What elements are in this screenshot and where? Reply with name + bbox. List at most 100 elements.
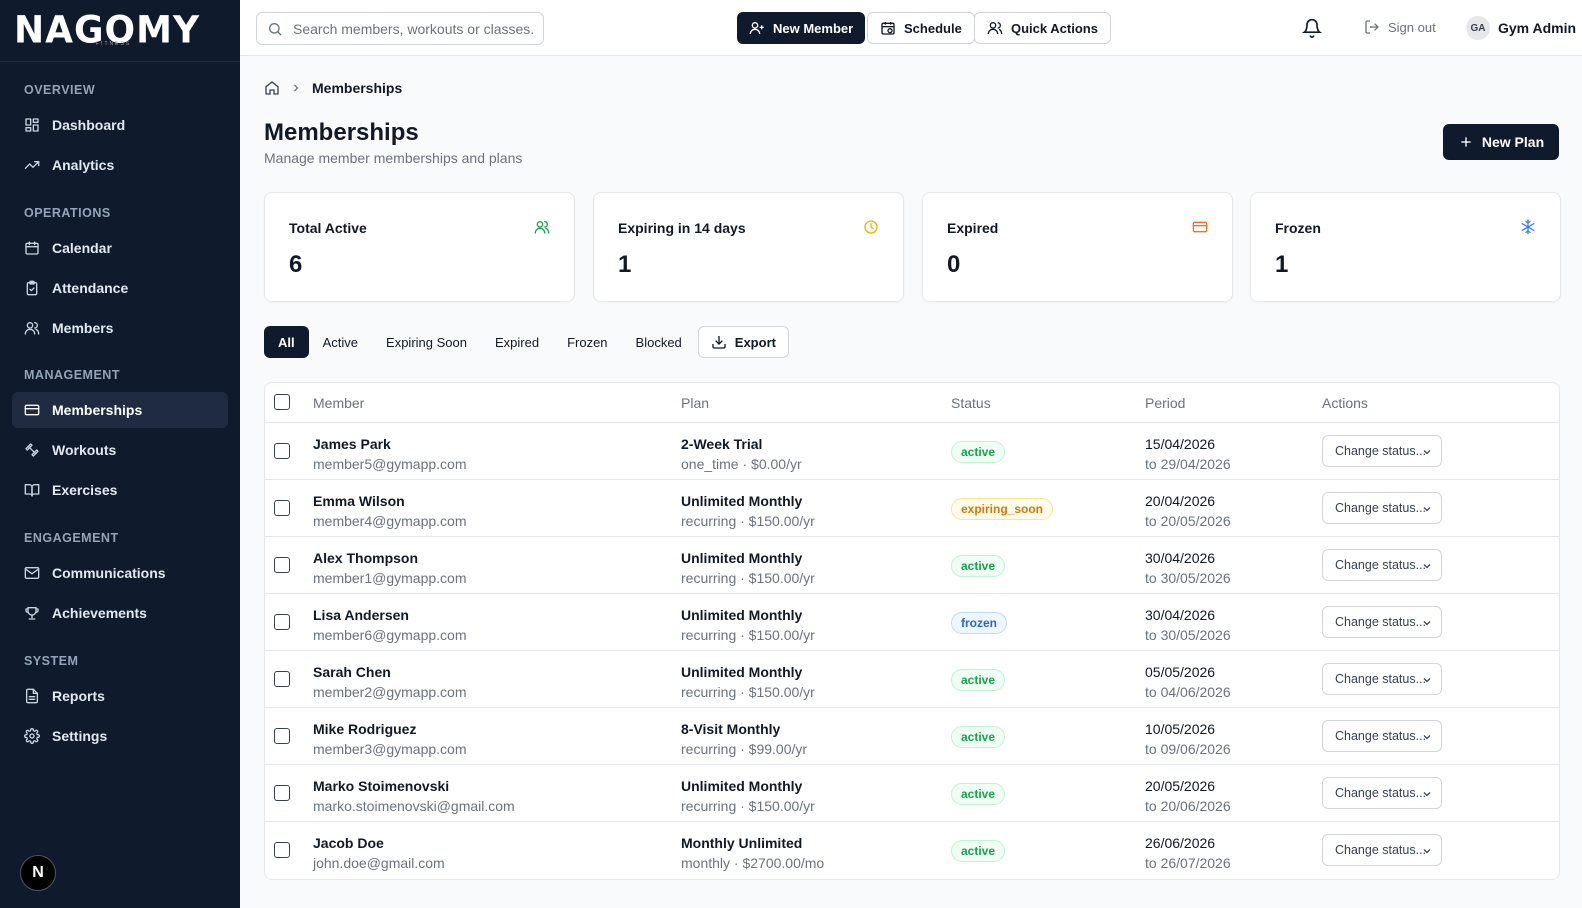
sidebar-item-exercises[interactable]: Exercises (12, 472, 228, 508)
quick-actions-button[interactable]: Quick Actions (974, 12, 1111, 44)
sidebar-item-members[interactable]: Members (12, 310, 228, 346)
period-start: 26/06/2026 (1145, 835, 1216, 851)
home-icon[interactable] (264, 80, 280, 96)
period-start: 20/04/2026 (1145, 493, 1216, 509)
member-cell: Emma Wilson member4@gymapp.com (313, 491, 467, 531)
period-start: 30/04/2026 (1145, 550, 1216, 566)
stat-card-expired: Expired 0 (922, 192, 1233, 302)
filter-frozen[interactable]: Frozen (567, 334, 608, 350)
change-status-select[interactable]: Change status... (1322, 549, 1442, 581)
nav-section: SYSTEM Reports Settings (12, 651, 228, 758)
sidebar-item-label: Settings (52, 728, 108, 744)
sidebar-item-calendar[interactable]: Calendar (12, 230, 228, 266)
filter-all[interactable]: All (264, 326, 309, 358)
row-checkbox[interactable] (274, 500, 290, 516)
export-label: Export (734, 334, 776, 350)
period-cell: 20/04/2026 to 20/05/2026 (1145, 491, 1231, 531)
nav-section-title: ENGAGEMENT (24, 531, 119, 545)
period-cell: 30/04/2026 to 30/05/2026 (1145, 548, 1231, 588)
period-end: to 20/05/2026 (1145, 513, 1231, 529)
status-badge: expiring_soon (951, 498, 1054, 520)
plan-cell: 8-Visit Monthly recurring · $99.00/yr (681, 719, 807, 759)
filter-expiring-soon[interactable]: Expiring Soon (386, 334, 467, 350)
period-end: to 30/05/2026 (1145, 627, 1231, 643)
filter-expired[interactable]: Expired (494, 334, 540, 350)
grid-icon (25, 118, 39, 132)
change-status-select[interactable]: Change status... (1322, 834, 1442, 866)
sidebar-item-dashboard[interactable]: Dashboard (12, 107, 228, 143)
period-cell: 05/05/2026 to 04/06/2026 (1145, 662, 1231, 702)
search-icon (269, 22, 282, 35)
filter-blocked[interactable]: Blocked (635, 334, 682, 350)
header-period: Period (1145, 395, 1186, 411)
table-body: James Park member5@gymapp.com 2-Week Tri… (265, 423, 1559, 879)
filter-bar: All Active Expiring Soon Expired Frozen Block… (264, 326, 789, 358)
period-start: 15/04/2026 (1145, 436, 1216, 452)
select-all-checkbox[interactable] (274, 394, 290, 410)
sidebar-item-achievements[interactable]: Achievements (12, 595, 228, 631)
chevron-down-icon (1423, 507, 1431, 512)
trending-up-icon (24, 161, 40, 169)
new-plan-button[interactable]: New Plan (1443, 124, 1559, 160)
plus-icon (1461, 137, 1471, 147)
member-cell: James Park member5@gymapp.com (313, 434, 467, 474)
user-menu[interactable]: GA Gym Admin (1466, 16, 1576, 40)
search-box[interactable] (256, 12, 544, 45)
sidebar-item-attendance[interactable]: Attendance (12, 270, 228, 306)
change-status-select[interactable]: Change status... (1322, 492, 1442, 524)
plan-detail: one_time · $0.00/yr (681, 456, 802, 472)
download-icon (712, 336, 726, 349)
row-checkbox[interactable] (274, 557, 290, 573)
row-checkbox[interactable] (274, 671, 290, 687)
filter-active[interactable]: Active (322, 334, 359, 350)
stat-card-frozen: Frozen 1 (1250, 192, 1561, 302)
chevron-down-icon (1423, 792, 1431, 797)
change-status-select[interactable]: Change status... (1322, 777, 1442, 809)
period-start: 10/05/2026 (1145, 721, 1216, 737)
calendar-clock-icon (881, 22, 895, 35)
row-checkbox[interactable] (274, 728, 290, 744)
row-checkbox[interactable] (274, 842, 290, 858)
stat-label: Expiring in 14 days (618, 220, 746, 236)
sidebar-item-label: Analytics (52, 157, 115, 173)
schedule-button[interactable]: Schedule (867, 12, 975, 44)
status-badge: active (951, 840, 1006, 862)
sidebar-item-communications[interactable]: Communications (12, 555, 228, 591)
sign-out-button[interactable]: Sign out (1364, 19, 1436, 35)
table-row: Marko Stoimenovski marko.stoimenovski@gm… (265, 765, 1559, 822)
member-name: Sarah Chen (313, 664, 391, 680)
page-subtitle: Manage member memberships and plans (264, 150, 523, 166)
row-checkbox[interactable] (274, 614, 290, 630)
period-start: 05/05/2026 (1145, 664, 1216, 680)
change-status-select[interactable]: Change status... (1322, 663, 1442, 695)
member-cell: Marko Stoimenovski marko.stoimenovski@gm… (313, 776, 515, 816)
period-end: to 26/07/2026 (1145, 855, 1231, 871)
sidebar-item-memberships[interactable]: Memberships (12, 392, 228, 428)
row-checkbox[interactable] (274, 785, 290, 801)
search-input[interactable] (293, 20, 533, 37)
new-member-button[interactable]: New Member (737, 12, 866, 44)
export-button[interactable]: Export (697, 326, 789, 358)
member-name: Lisa Andersen (313, 607, 409, 623)
plan-name: Unlimited Monthly (681, 607, 803, 623)
bell-icon[interactable] (1302, 18, 1322, 38)
change-status-select[interactable]: Change status... (1322, 435, 1442, 467)
plan-detail: recurring · $99.00/yr (681, 741, 808, 757)
change-status-select[interactable]: Change status... (1322, 606, 1442, 638)
sidebar-item-settings[interactable]: Settings (12, 718, 228, 754)
nav-section: MANAGEMENT Memberships Workouts Exercises (12, 365, 228, 512)
breadcrumb-current: Memberships (312, 80, 403, 96)
sidebar-item-analytics[interactable]: Analytics (12, 147, 228, 183)
stat-label: Total Active (289, 220, 367, 236)
row-checkbox[interactable] (274, 443, 290, 459)
bottom-avatar[interactable]: N (20, 855, 56, 891)
member-email: member2@gymapp.com (313, 684, 467, 700)
change-status-placeholder: Change status... (1335, 444, 1427, 458)
status-cell: active (951, 783, 1006, 805)
sidebar-item-workouts[interactable]: Workouts (12, 432, 228, 468)
clipboard-check-icon (26, 280, 38, 296)
brand-logo[interactable]: NAGOMY FITNESS (0, 0, 240, 62)
sidebar-item-reports[interactable]: Reports (12, 678, 228, 714)
period-end: to 09/06/2026 (1145, 741, 1231, 757)
change-status-select[interactable]: Change status... (1322, 720, 1442, 752)
